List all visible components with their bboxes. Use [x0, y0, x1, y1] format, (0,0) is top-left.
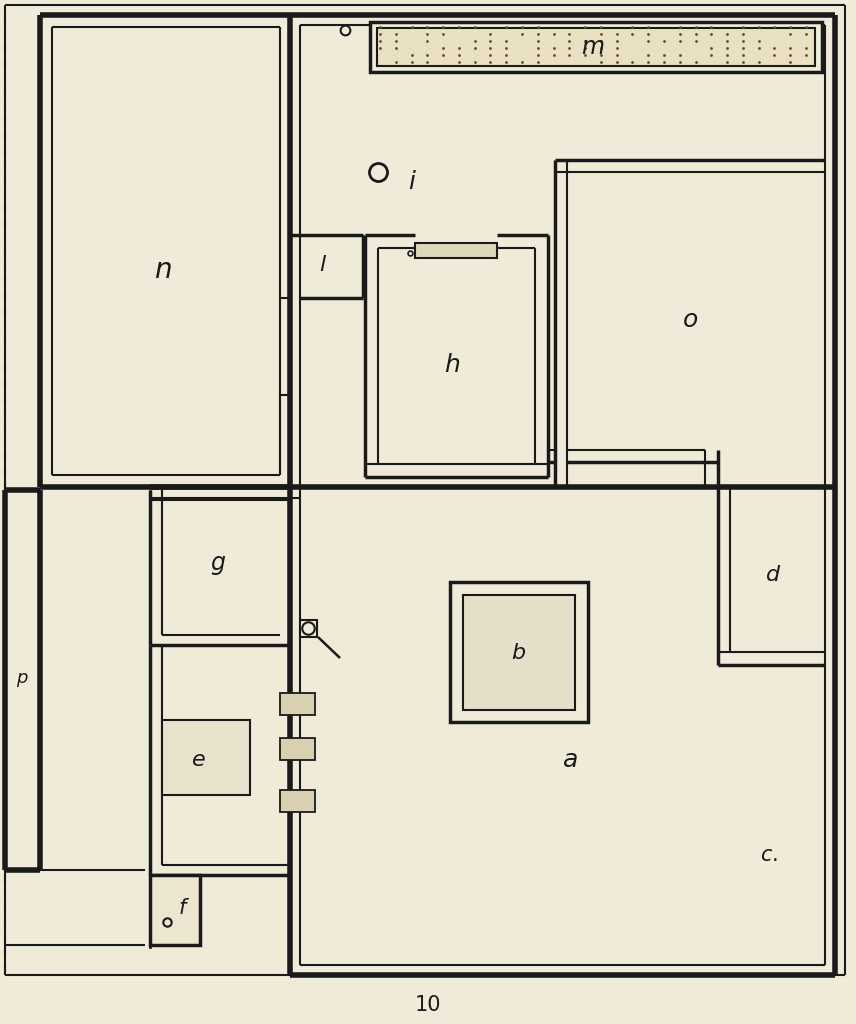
- Text: $e$: $e$: [191, 750, 205, 770]
- Bar: [280, 738, 315, 760]
- Bar: [280, 790, 315, 812]
- Text: $o$: $o$: [682, 308, 698, 332]
- Text: $i$: $i$: [408, 170, 417, 194]
- Text: $p$: $p$: [15, 671, 28, 689]
- Text: 10: 10: [415, 995, 441, 1015]
- Bar: [280, 693, 315, 715]
- Bar: [370, 22, 822, 72]
- Text: $l$: $l$: [319, 255, 327, 275]
- Bar: [162, 720, 250, 795]
- Bar: [150, 874, 200, 945]
- Text: $d$: $d$: [765, 565, 782, 585]
- Text: $n$: $n$: [154, 256, 172, 284]
- Text: $g$: $g$: [210, 553, 226, 577]
- Bar: [463, 595, 575, 710]
- Bar: [377, 28, 815, 66]
- Text: $a$: $a$: [562, 748, 578, 772]
- Text: $b$: $b$: [512, 643, 526, 663]
- Text: $h$: $h$: [444, 353, 460, 377]
- Bar: [415, 243, 497, 258]
- Text: $f$: $f$: [178, 898, 190, 918]
- Bar: [300, 620, 317, 637]
- Text: $m$: $m$: [581, 35, 604, 59]
- Bar: [450, 582, 588, 722]
- Text: $c.$: $c.$: [760, 845, 778, 865]
